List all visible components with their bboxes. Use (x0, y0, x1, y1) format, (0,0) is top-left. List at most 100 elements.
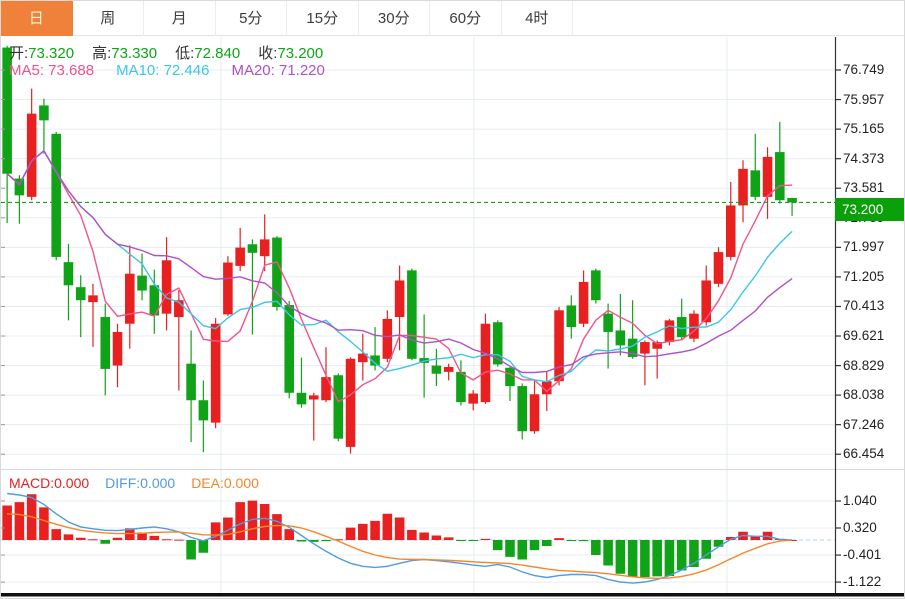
macd-bar (247, 500, 258, 540)
candle-body (480, 323, 491, 403)
macd-bar (259, 504, 270, 540)
macd-label: MACD:0.000 (9, 475, 90, 491)
macd-bar (652, 540, 662, 577)
tab-period-4[interactable]: 5分 (216, 1, 287, 36)
macd-bar (640, 540, 650, 578)
candle-body (370, 355, 380, 366)
tab-period-7[interactable]: 60分 (430, 1, 502, 36)
macd-bar (517, 540, 528, 560)
ma10-line (6, 149, 793, 383)
macd-bar (345, 527, 356, 540)
price-tick-label: 66.454 (843, 446, 885, 462)
macd-bar (627, 540, 638, 578)
macd-bar (198, 540, 209, 553)
macd-bar (566, 540, 577, 541)
candle-body (345, 358, 356, 447)
candle-body (210, 323, 221, 423)
ma-item: MA10: 72.446 (116, 62, 210, 79)
macd-label: DIFF:0.000 (105, 475, 176, 491)
macd-bar (554, 538, 564, 540)
tab-period-8[interactable]: 4时 (502, 1, 573, 36)
macd-bar (210, 522, 221, 540)
macd-bar (333, 539, 344, 541)
ma20-line (6, 149, 793, 374)
macd-bar (112, 537, 123, 540)
price-tick-label: 68.829 (843, 357, 885, 373)
candle-body (174, 300, 184, 318)
macd-bar (88, 539, 98, 541)
candle-body (333, 375, 344, 439)
macd-bar (161, 539, 172, 541)
macd-bar (407, 529, 417, 540)
candle-body (247, 244, 258, 253)
macd-bar (591, 540, 601, 555)
macd-bar (492, 540, 503, 551)
candle-body (701, 280, 712, 323)
candle-body (223, 262, 233, 315)
candle-body (566, 305, 577, 328)
price-tick-label: 71.997 (843, 239, 885, 255)
macd-bar (235, 502, 245, 540)
macd-bar (2, 505, 12, 540)
candle-body (88, 295, 98, 303)
macd-bar (603, 540, 613, 566)
ohlc-item: 低:72.840 (175, 45, 241, 62)
macd-bar (382, 513, 393, 540)
candle-body (137, 275, 147, 291)
candle-body (676, 317, 687, 338)
macd-bar (39, 507, 49, 540)
macd-tick-label: -1.122 (843, 574, 882, 590)
macd-bar (14, 502, 25, 540)
candle-body (627, 338, 638, 357)
candle-body (640, 342, 650, 354)
ohlc-item: 收:73.200 (258, 45, 324, 62)
price-tick-label: 70.413 (843, 298, 885, 314)
ohlc-readout: 开:73.320 高:73.330 低:72.840 收:73.200 (9, 42, 341, 63)
candle-body (272, 237, 282, 307)
candle-body (578, 281, 589, 324)
candle-body (750, 170, 761, 197)
candle-body (75, 287, 86, 301)
macd-bar (321, 540, 331, 542)
tab-period-6[interactable]: 30分 (359, 1, 430, 36)
macd-bar (541, 540, 552, 546)
macd-bar (419, 532, 429, 540)
macd-bar (149, 535, 160, 540)
tab-period-5[interactable]: 15分 (287, 1, 359, 36)
macd-bar (75, 537, 86, 540)
macd-bar (713, 540, 724, 547)
candle-body (468, 393, 478, 404)
tab-period-1[interactable]: 日 (1, 1, 73, 36)
price-tick-label: 69.621 (843, 328, 885, 344)
price-tick-label: 68.038 (843, 387, 885, 403)
ohlc-item: 高:73.330 (92, 45, 158, 62)
current-price-badge: 73.200 (835, 198, 904, 221)
price-tick-label: 75.957 (843, 91, 885, 107)
bottom-border (1, 593, 904, 597)
candle-body (554, 310, 564, 382)
macd-bar (186, 540, 196, 560)
period-tabbar: 日周月 5分 15分 30分 60分 4时 (1, 1, 904, 36)
price-tick-label: 74.373 (843, 150, 885, 166)
macd-bar (750, 536, 761, 540)
candle-body (296, 392, 307, 405)
candle-body (787, 197, 797, 203)
macd-bar (578, 540, 589, 542)
macd-bar (664, 540, 675, 576)
tab-period-3[interactable]: 月 (144, 1, 216, 36)
dea-line (7, 513, 793, 580)
candle-body (541, 381, 552, 395)
candle-body (591, 270, 601, 301)
candle-body (689, 313, 699, 339)
candle-body (382, 318, 393, 359)
candle-body (51, 133, 61, 257)
candle-body (308, 395, 319, 400)
tab-period-2[interactable]: 周 (73, 1, 144, 36)
candle-body (456, 371, 466, 403)
candle-body (443, 367, 454, 372)
candle-body (149, 285, 160, 316)
candle-body (615, 330, 626, 346)
macd-bar (505, 540, 515, 557)
